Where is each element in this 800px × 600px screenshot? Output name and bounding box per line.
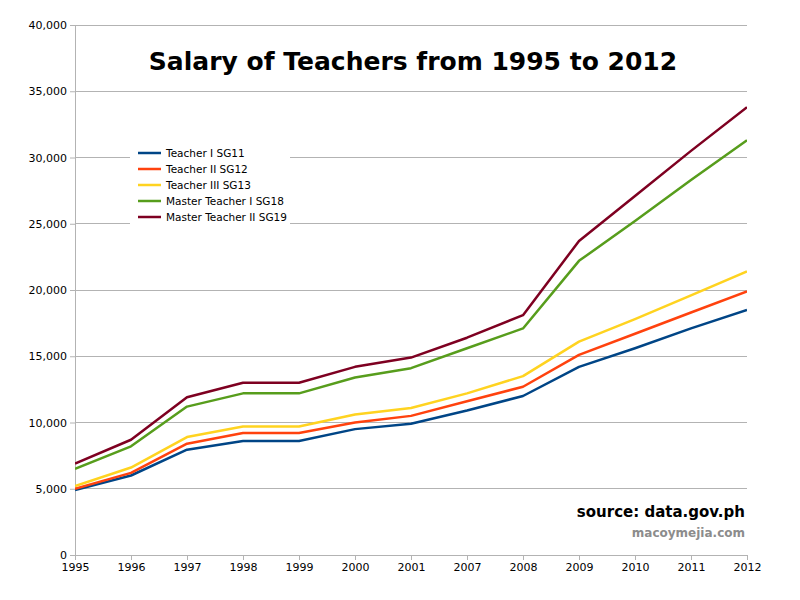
- x-tick-label: 2010: [622, 561, 650, 574]
- grid-line: [75, 290, 747, 291]
- y-tick: 25,000: [29, 218, 76, 231]
- x-tick-mark: [411, 555, 412, 560]
- y-tick-mark: [70, 423, 75, 424]
- x-tick-mark: [635, 555, 636, 560]
- x-tick-label: 1998: [230, 561, 258, 574]
- y-tick-mark: [70, 489, 75, 490]
- y-tick-mark: [70, 25, 75, 26]
- y-tick-label: 40,000: [29, 19, 68, 32]
- x-tick: 1996: [118, 555, 146, 574]
- x-tick: 2008: [510, 555, 538, 574]
- legend-label: Teacher III SG13: [165, 179, 251, 191]
- chart: 05,00010,00015,00020,00025,00030,00035,0…: [0, 0, 800, 600]
- x-tick-label: 2007: [454, 561, 482, 574]
- y-tick-label: 35,000: [29, 85, 68, 98]
- y-tick-mark: [70, 224, 75, 225]
- series-line: [75, 107, 747, 463]
- x-tick: 1999: [286, 555, 314, 574]
- y-tick: 20,000: [29, 284, 76, 297]
- y-tick: 30,000: [29, 152, 76, 165]
- y-tick: 15,000: [29, 350, 76, 363]
- legend-label: Master Teacher II SG19: [166, 211, 287, 223]
- grid-line: [75, 91, 747, 92]
- y-tick: 40,000: [29, 19, 76, 32]
- x-tick-label: 1997: [174, 561, 202, 574]
- x-tick: 1998: [230, 555, 258, 574]
- x-tick-label: 2008: [510, 561, 538, 574]
- title: Salary of Teachers from 1995 to 2012: [149, 47, 677, 76]
- x-tick-mark: [131, 555, 132, 560]
- y-tick-label: 30,000: [29, 152, 68, 165]
- y-tick-mark: [70, 290, 75, 291]
- legend-label: Teacher II SG12: [165, 163, 248, 175]
- y-tick-label: 25,000: [29, 218, 68, 231]
- y-tick-label: 5,000: [36, 483, 68, 496]
- x-tick: 1997: [174, 555, 202, 574]
- x-tick-label: 2012: [734, 561, 762, 574]
- legend-label: Teacher I SG11: [165, 147, 245, 159]
- legend-swatch: [138, 168, 161, 171]
- x-axis: 1995 1996 1997 1998 1999 2000 2001 2007 2008 2009…: [62, 555, 762, 574]
- legend: Teacher I SG11 Teacher II SG12 Teacher III…: [130, 143, 290, 227]
- x-tick-mark: [579, 555, 580, 560]
- y-tick-label: 15,000: [29, 350, 68, 363]
- annotation: macoymejia.com: [632, 526, 745, 540]
- x-tick-label: 2001: [398, 561, 426, 574]
- x-tick: 2007: [454, 555, 482, 574]
- legend-swatch: [138, 184, 161, 187]
- grid-line: [75, 488, 747, 489]
- series-line: [75, 140, 747, 469]
- y-tick: 5,000: [36, 483, 76, 496]
- legend-background: [130, 143, 290, 227]
- x-tick: 2012: [734, 555, 762, 574]
- legend-swatch: [138, 200, 161, 203]
- x-tick-mark: [523, 555, 524, 560]
- series-line: [75, 310, 747, 490]
- y-tick-label: 10,000: [29, 417, 68, 430]
- x-tick: 2001: [398, 555, 426, 574]
- y-tick-mark: [70, 555, 75, 556]
- x-tick-mark: [187, 555, 188, 560]
- series-line: [75, 271, 747, 486]
- x-tick-mark: [467, 555, 468, 560]
- series-line: [75, 291, 747, 488]
- y-axis: 05,00010,00015,00020,00025,00030,00035,0…: [29, 19, 76, 562]
- x-tick-label: 1999: [286, 561, 314, 574]
- x-tick-mark: [299, 555, 300, 560]
- x-tick-mark: [747, 555, 748, 560]
- x-tick: 1995: [62, 555, 90, 574]
- y-axis-line: [75, 26, 76, 556]
- legend-label: Master Teacher I SG18: [166, 195, 284, 207]
- x-tick: 2010: [622, 555, 650, 574]
- y-tick-mark: [70, 356, 75, 357]
- x-tick-label: 1995: [62, 561, 90, 574]
- annotation: source: data.gov.ph: [577, 503, 745, 521]
- x-tick: 2009: [566, 555, 594, 574]
- x-tick-mark: [691, 555, 692, 560]
- x-tick-mark: [355, 555, 356, 560]
- y-tick-mark: [70, 91, 75, 92]
- legend-swatch: [138, 152, 161, 155]
- y-tick-label: 20,000: [29, 284, 68, 297]
- plot-area: [75, 107, 747, 490]
- x-tick-label: 2000: [342, 561, 370, 574]
- y-tick-mark: [70, 158, 75, 159]
- legend-swatch: [138, 216, 161, 219]
- grid-line: [75, 25, 747, 26]
- x-tick-label: 2011: [678, 561, 706, 574]
- y-tick: 10,000: [29, 417, 76, 430]
- x-tick: 2000: [342, 555, 370, 574]
- x-tick-mark: [75, 555, 76, 560]
- x-tick-label: 2009: [566, 561, 594, 574]
- x-tick: 2011: [678, 555, 706, 574]
- grid: [75, 25, 747, 555]
- x-tick-mark: [243, 555, 244, 560]
- y-tick: 35,000: [29, 85, 76, 98]
- x-tick-label: 1996: [118, 561, 146, 574]
